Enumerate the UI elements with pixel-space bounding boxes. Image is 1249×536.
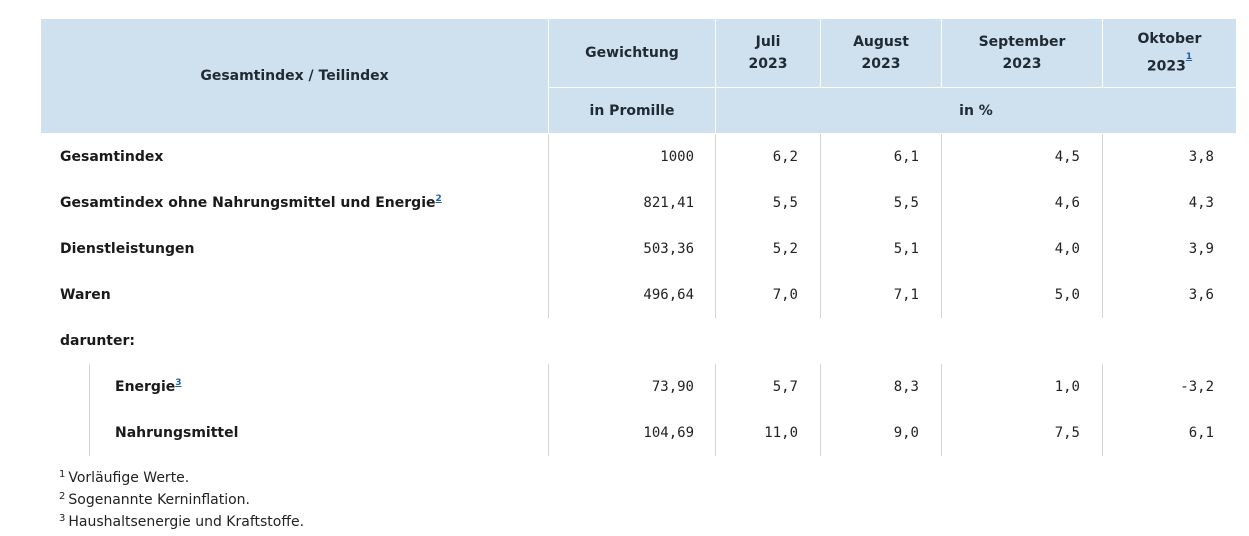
- cell-august: 6,1: [893, 149, 919, 165]
- row-weight: 104,69: [643, 425, 694, 441]
- footnote-number: 2: [59, 491, 66, 502]
- footnote-text: Haushaltsenergie und Kraftstoffe.: [68, 514, 305, 530]
- header-month-oktober: Oktober 20231: [1103, 19, 1236, 87]
- cell-august: 9,0: [893, 425, 919, 441]
- table-row: Energie 3 73,90 5,7 8,3 1,0 -3,2: [41, 364, 1236, 410]
- row-label: Dienstleistungen: [60, 226, 194, 272]
- cell-august: 5,1: [893, 241, 919, 257]
- subheading-label: darunter:: [60, 333, 135, 349]
- row-label: Energie 3: [115, 364, 182, 410]
- cell-oktober: 3,9: [1188, 241, 1214, 257]
- cell-oktober: 3,6: [1188, 287, 1214, 303]
- table-header: Gesamtindex / Teilindex Gewichtung in Pr…: [41, 19, 1236, 133]
- row-weight: 1000: [660, 149, 694, 165]
- column-divider: [89, 364, 90, 456]
- month-year: 2023: [1146, 58, 1186, 75]
- column-divider: [548, 364, 549, 456]
- row-label-text: Waren: [60, 287, 111, 303]
- column-divider: [548, 134, 549, 318]
- month-year: 2023: [748, 56, 788, 72]
- footnote: 2 Sogenannte Kerninflation.: [59, 491, 250, 509]
- column-divider: [820, 364, 821, 456]
- header-divider: [715, 19, 716, 133]
- table-subheading-row: darunter:: [41, 318, 1236, 364]
- column-divider: [1102, 134, 1103, 318]
- cell-september: 7,5: [1054, 425, 1080, 441]
- row-label: Nahrungsmittel: [115, 410, 238, 456]
- header-label-column: Gesamtindex / Teilindex: [200, 68, 389, 84]
- column-divider: [941, 364, 942, 456]
- row-label-text: Gesamtindex: [60, 149, 164, 165]
- table-row: Nahrungsmittel 104,69 11,0 9,0 7,5 6,1: [41, 410, 1236, 456]
- cell-september: 1,0: [1054, 379, 1080, 395]
- month-name: Oktober: [1137, 31, 1202, 48]
- column-divider: [1102, 364, 1103, 456]
- cell-juli: 5,2: [772, 241, 798, 257]
- table-row: Waren 496,64 7,0 7,1 5,0 3,6: [41, 272, 1236, 318]
- row-weight: 503,36: [643, 241, 694, 257]
- month-year: 2023: [1002, 56, 1042, 72]
- row-label-text: Energie: [115, 379, 176, 395]
- header-weight: Gewichtung: [585, 45, 679, 61]
- cell-juli: 5,5: [772, 195, 798, 211]
- row-label: Waren: [60, 272, 111, 318]
- cell-august: 8,3: [893, 379, 919, 395]
- cell-august: 7,1: [893, 287, 919, 303]
- header-divider: [549, 87, 1236, 88]
- row-weight: 821,41: [643, 195, 694, 211]
- header-weight-unit: in Promille: [589, 102, 675, 119]
- cell-oktober: -3,2: [1180, 379, 1214, 395]
- table-row: Dienstleistungen 503,36 5,2 5,1 4,0 3,9: [41, 226, 1236, 272]
- footnote-text: Vorläufige Werte.: [68, 470, 190, 486]
- column-divider: [715, 364, 716, 456]
- footnote-number: 3: [59, 513, 66, 524]
- cell-juli: 11,0: [764, 425, 798, 441]
- cell-september: 5,0: [1054, 287, 1080, 303]
- month-name: September: [978, 34, 1066, 50]
- footnote-link-1[interactable]: 1: [1185, 52, 1193, 63]
- header-divider: [941, 19, 942, 87]
- row-label: Gesamtindex: [60, 134, 163, 180]
- cell-september: 4,6: [1054, 195, 1080, 211]
- cell-oktober: 6,1: [1188, 425, 1214, 441]
- row-label-text: Gesamtindex ohne Nahrungsmittel und Ener…: [60, 195, 436, 211]
- column-divider: [941, 134, 942, 318]
- cell-juli: 5,7: [772, 379, 798, 395]
- row-label: Gesamtindex ohne Nahrungsmittel und Ener…: [60, 180, 442, 226]
- footnote-text: Sogenannte Kerninflation.: [68, 492, 250, 508]
- cell-september: 4,0: [1054, 241, 1080, 257]
- header-divider: [548, 19, 549, 133]
- header-divider: [820, 19, 821, 87]
- cell-juli: 7,0: [772, 287, 798, 303]
- column-divider: [820, 134, 821, 318]
- month-name: August: [853, 34, 909, 50]
- row-weight: 496,64: [643, 287, 694, 303]
- header-month-september: September 2023: [942, 19, 1102, 87]
- table-row: Gesamtindex ohne Nahrungsmittel und Ener…: [41, 180, 1236, 226]
- footnote: 1 Vorläufige Werte.: [59, 469, 190, 487]
- footnote: 3 Haushaltsenergie und Kraftstoffe.: [59, 513, 305, 531]
- footnote-number: 1: [59, 469, 66, 480]
- row-weight: 73,90: [651, 379, 694, 395]
- footnote-link-3[interactable]: 3: [175, 378, 182, 388]
- cell-oktober: 3,8: [1188, 149, 1214, 165]
- header-month-august: August 2023: [821, 19, 941, 87]
- row-label-text: Nahrungsmittel: [115, 425, 239, 441]
- cell-juli: 6,2: [772, 149, 798, 165]
- header-percent-unit: in %: [959, 102, 993, 119]
- month-year: 2023: [861, 56, 901, 72]
- header-month-juli: Juli 2023: [716, 19, 820, 87]
- footnote-link-2[interactable]: 2: [435, 194, 442, 204]
- header-divider: [1102, 19, 1103, 87]
- column-divider: [715, 134, 716, 318]
- cell-september: 4,5: [1054, 149, 1080, 165]
- month-name: Juli: [755, 34, 781, 50]
- cell-oktober: 4,3: [1188, 195, 1214, 211]
- table-row: Gesamtindex 1000 6,2 6,1 4,5 3,8: [41, 134, 1236, 180]
- cell-august: 5,5: [893, 195, 919, 211]
- row-label-text: Dienstleistungen: [60, 241, 195, 257]
